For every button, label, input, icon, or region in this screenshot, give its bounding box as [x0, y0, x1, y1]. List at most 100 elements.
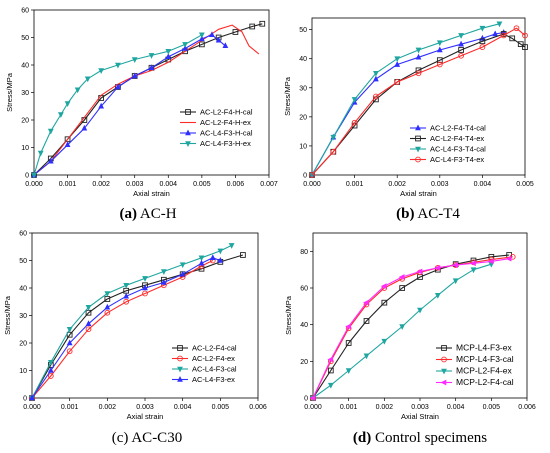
data-point [31, 172, 37, 179]
data-point [373, 70, 379, 77]
data-point [160, 279, 167, 285]
data-point [66, 326, 73, 333]
x-tick-label: 0.003 [411, 404, 429, 411]
data-point [351, 97, 358, 103]
data-point [217, 257, 224, 263]
data-point [81, 124, 88, 131]
data-point [479, 44, 486, 50]
data-point [452, 262, 458, 268]
data-point [85, 320, 92, 327]
x-tick-label: 0.002 [376, 404, 394, 411]
data-point [327, 367, 334, 374]
data-point [505, 255, 512, 262]
x-tick-label: 0.000 [304, 404, 322, 411]
y-axis-label: Stress/MPa [283, 76, 292, 116]
x-tick-label: 0.002 [99, 404, 117, 411]
x-axis-label: Axial strain [400, 189, 437, 198]
data-point [29, 394, 35, 401]
legend-entry: AC-L4-F3-T4-cal [430, 145, 486, 154]
data-point [470, 267, 477, 274]
series-AC-L2-F4-H-ex [33, 24, 260, 176]
series-MCP-L2-F4-cal [309, 255, 512, 401]
x-tick-label: 0.001 [346, 181, 364, 188]
y-tick-label: 60 [21, 8, 29, 15]
data-point [115, 62, 121, 69]
series-line [312, 258, 510, 399]
data-point [458, 40, 464, 47]
series-line [311, 23, 500, 176]
x-tick-label: 0.005 [483, 404, 501, 411]
data-point [98, 102, 105, 109]
series-line [311, 33, 526, 176]
data-point [182, 45, 188, 51]
data-point [394, 79, 401, 85]
data-point [131, 57, 138, 63]
legend-entry: AC-L2-F4-T4-cal [430, 124, 486, 133]
series-line [33, 34, 203, 176]
data-point [417, 307, 423, 314]
y-tick-label: 10 [299, 143, 307, 150]
legend-entry: AC-L2-F4-T4-ex [430, 134, 484, 143]
legend-marker [185, 141, 191, 147]
x-tick-label: 0.000 [303, 181, 321, 188]
data-point [513, 25, 520, 32]
series-AC-L4-F3-H-cal [31, 31, 229, 178]
x-tick-label: 0.000 [23, 404, 41, 411]
data-point [415, 53, 422, 60]
data-point [327, 356, 334, 363]
x-tick-label: 0.003 [431, 181, 449, 188]
data-point [330, 134, 337, 141]
x-tick-label: 0.000 [25, 181, 43, 188]
data-point [74, 87, 81, 94]
legend-marker [177, 366, 183, 373]
y-tick-label: 0 [303, 173, 307, 180]
data-point [373, 93, 379, 100]
y-tick-label: 10 [21, 145, 29, 152]
x-tick-label: 0.001 [61, 404, 79, 411]
data-point [345, 368, 352, 374]
data-point [522, 32, 528, 39]
y-tick-label: 30 [299, 85, 307, 92]
y-tick-label: 50 [19, 258, 27, 265]
legend-entry: AC-L4-F3-H-cal [200, 129, 253, 138]
data-point [373, 75, 379, 82]
data-point [104, 303, 111, 310]
data-point [37, 150, 44, 157]
legend-marker [185, 129, 191, 136]
panel-caption: (d) Control specimens [353, 430, 487, 446]
y-tick-label: 0 [25, 173, 29, 180]
data-point [47, 367, 54, 373]
plot-frame [311, 17, 526, 176]
x-tick-label: 0.001 [59, 181, 77, 188]
data-point [115, 83, 121, 90]
data-point [363, 318, 370, 324]
data-point [380, 283, 387, 290]
data-point [85, 326, 92, 333]
panel-ac-t4: 0.000 0.001 0.002 0.003 0.004 0.005 0 10 20 30 40 5… [283, 17, 534, 222]
data-point [64, 141, 71, 148]
data-point [415, 47, 422, 54]
y-tick-label: 30 [19, 313, 27, 320]
data-point [436, 61, 443, 68]
x-tick-label: 0.006 [249, 404, 267, 411]
data-point [327, 382, 334, 389]
data-point [179, 270, 186, 277]
data-point [131, 72, 138, 79]
data-point [215, 36, 222, 43]
y-tick-label: 0 [304, 396, 308, 403]
data-point [363, 299, 369, 306]
data-point [64, 101, 71, 107]
legend-entry: AC-L4-F3-T4-ex [430, 155, 484, 164]
data-point [500, 32, 507, 39]
data-point [198, 259, 205, 266]
data-point [240, 252, 246, 258]
data-point [209, 31, 215, 38]
panel-ac-h: 0.000 0.001 0.002 0.003 0.004 0.005 0.006 0.007… [5, 8, 278, 223]
data-point [104, 309, 111, 316]
panel-ac-c30: 0.000 0.001 0.002 0.003 0.004 0.005 0.006 0 10 20… [3, 231, 267, 447]
x-tick-label: 0.005 [212, 404, 230, 411]
legend-entry: AC-L2-F4-ex [192, 354, 235, 363]
data-point [496, 21, 503, 28]
legend-marker [440, 379, 447, 386]
